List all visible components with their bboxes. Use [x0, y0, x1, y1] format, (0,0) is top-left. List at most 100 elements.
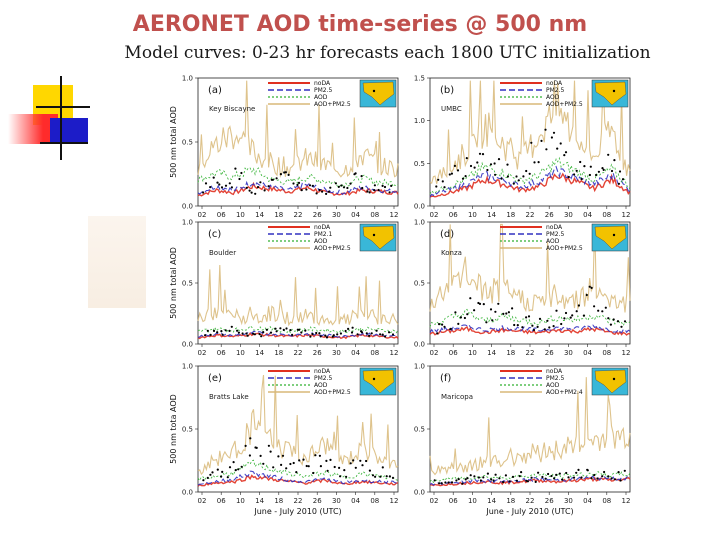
decor-faded-block	[88, 216, 146, 308]
observation-point	[308, 184, 312, 187]
observation-point	[473, 166, 476, 169]
observation-point	[263, 189, 266, 192]
observation-point	[282, 328, 285, 331]
observation-point	[597, 170, 601, 173]
observation-point	[556, 147, 559, 150]
observation-point	[350, 331, 354, 334]
observation-point	[272, 466, 275, 469]
observation-point	[564, 311, 568, 315]
observation-point	[342, 186, 346, 189]
observation-point	[318, 188, 321, 192]
observation-point	[228, 182, 231, 185]
legend-label: AOD+PM2.5	[314, 389, 351, 396]
observation-point	[512, 182, 515, 185]
x-tick-label: 12	[390, 349, 399, 357]
observation-point	[385, 475, 388, 478]
observation-point	[224, 329, 227, 332]
legend-label: AOD+PM2.5	[546, 101, 583, 108]
observation-point	[497, 302, 500, 305]
observation-point	[500, 177, 503, 180]
observation-point	[448, 173, 451, 176]
x-tick-label: 08	[370, 211, 379, 219]
legend-label: noDA	[314, 80, 331, 87]
observation-point	[575, 471, 578, 474]
observation-point	[457, 322, 460, 325]
x-tick-label: 06	[449, 349, 458, 357]
observation-point	[435, 185, 438, 188]
series-AOD	[429, 308, 631, 328]
observation-point	[325, 192, 328, 195]
observation-point	[275, 330, 278, 333]
observation-point	[469, 164, 473, 168]
x-tick-label: 12	[622, 349, 631, 357]
x-tick-label: 22	[526, 497, 535, 505]
observation-point	[441, 323, 444, 326]
page-subtitle: Model curves: 0-23 hr forecasts each 180…	[124, 43, 651, 63]
observation-point	[564, 151, 568, 154]
observation-point	[461, 177, 465, 180]
observation-point	[532, 328, 536, 332]
observation-point	[577, 468, 580, 471]
observation-point	[279, 173, 282, 176]
observation-point	[365, 459, 368, 463]
observation-point	[619, 479, 622, 482]
legend-label: noDA	[314, 368, 331, 375]
observation-point	[368, 469, 371, 472]
observation-point	[580, 178, 583, 181]
observation-point	[520, 471, 523, 474]
observation-point	[530, 141, 533, 144]
observation-point	[489, 163, 493, 166]
x-tick-label: 10	[236, 211, 245, 219]
series-PM2.5	[197, 180, 399, 196]
observation-point	[602, 168, 605, 171]
observation-point	[534, 480, 537, 483]
observation-point	[258, 333, 261, 336]
observation-point	[491, 319, 494, 322]
observation-point	[588, 173, 592, 177]
observation-point	[211, 471, 214, 474]
observation-point	[485, 321, 488, 324]
observation-point	[314, 454, 317, 457]
observation-point	[621, 178, 625, 181]
observation-point	[613, 478, 617, 481]
observation-point	[543, 328, 546, 331]
observation-point	[274, 327, 277, 330]
observation-point	[590, 477, 593, 480]
observation-point	[292, 461, 295, 465]
site-name: Bratts Lake	[209, 393, 249, 401]
x-tick-label: 18	[506, 349, 515, 357]
observation-point	[449, 327, 452, 330]
observation-point	[360, 175, 363, 178]
observation-point	[489, 308, 493, 311]
observation-point	[601, 475, 604, 478]
observation-point	[560, 322, 563, 326]
observation-point	[486, 472, 489, 475]
observation-point	[224, 184, 228, 187]
y-tick-label: 0.0	[414, 203, 425, 211]
observation-point	[333, 465, 336, 469]
observation-point	[249, 437, 252, 440]
x-tick-label: 14	[487, 211, 496, 219]
legend-label: AOD	[314, 238, 328, 245]
observation-point	[492, 479, 495, 482]
observation-point	[433, 479, 436, 482]
observation-point	[613, 159, 616, 162]
x-tick-label: 18	[506, 211, 515, 219]
x-tick-label: 22	[294, 349, 303, 357]
observation-point	[525, 316, 528, 319]
observation-point	[601, 310, 604, 313]
observation-point	[515, 479, 519, 482]
observation-point	[481, 153, 485, 156]
observation-point	[253, 333, 256, 336]
observation-point	[552, 325, 555, 328]
inset-map-site-marker	[612, 377, 616, 381]
observation-point	[457, 478, 460, 481]
observation-point	[237, 331, 240, 334]
y-tick-label: 0.5	[414, 426, 425, 434]
x-tick-label: 08	[370, 497, 379, 505]
legend-label: AOD+PM2.4	[546, 389, 583, 396]
observation-point	[498, 477, 501, 480]
observation-point	[563, 317, 566, 320]
observation-point	[220, 186, 224, 189]
x-tick-label: 08	[602, 349, 611, 357]
